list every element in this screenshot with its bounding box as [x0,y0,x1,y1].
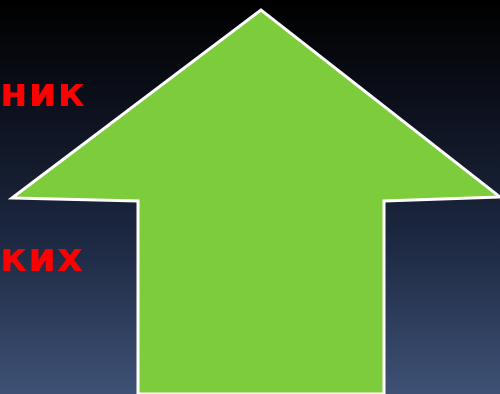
up-arrow-icon [7,8,500,394]
slide-text-line-2: ких [0,235,84,281]
slide-text-line-1: ник [0,70,86,116]
